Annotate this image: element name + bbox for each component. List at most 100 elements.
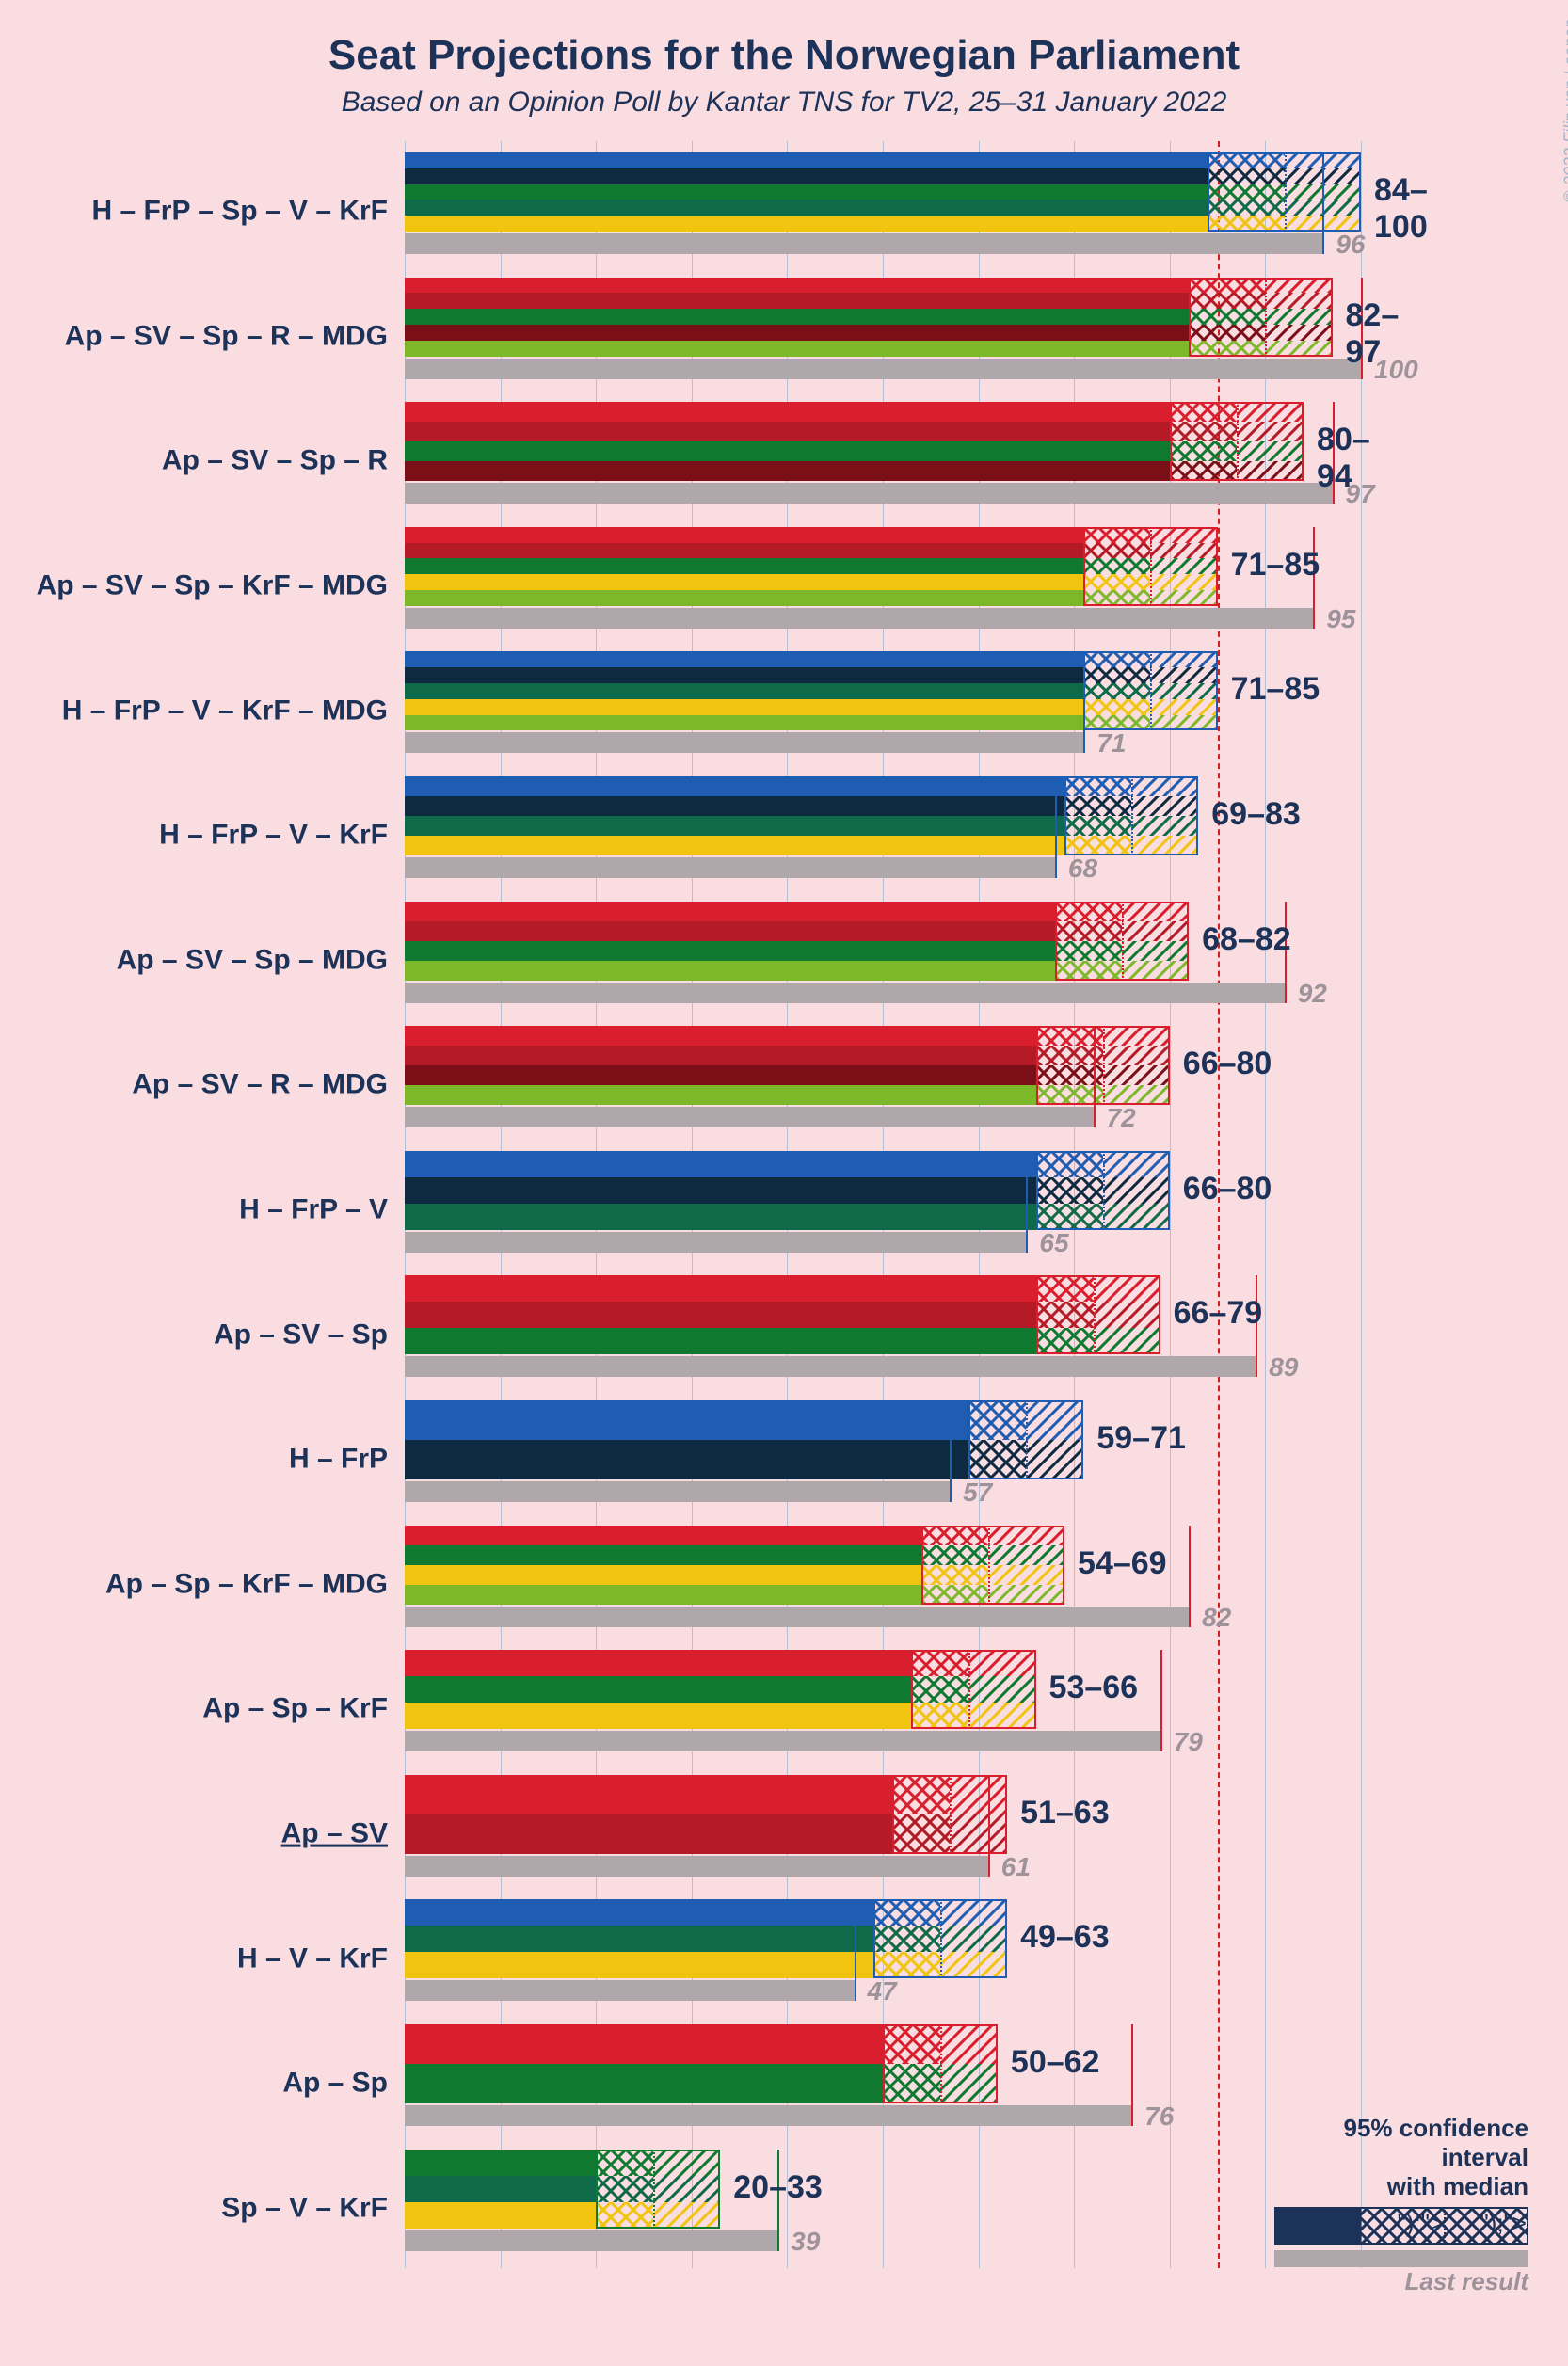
range-label: 69–83 <box>1211 796 1301 833</box>
range-label: 54–69 <box>1078 1545 1167 1582</box>
bar-stripe <box>405 422 1170 441</box>
last-result-label: 39 <box>791 2227 820 2257</box>
bar-stripe <box>405 2202 596 2229</box>
bar-stripe <box>405 2176 596 2202</box>
bar-stripe <box>405 902 1055 921</box>
bar-stripe <box>405 1703 911 1729</box>
bar-stripe <box>405 941 1055 961</box>
range-label: 66–79 <box>1174 1295 1263 1332</box>
last-result-tick <box>1094 1026 1096 1127</box>
coalition-row: Ap – SV – Sp – KrF – MDG71–8595 <box>405 527 1361 652</box>
ci-median-line <box>950 1775 952 1854</box>
coalition-label: Ap – Sp – KrF – MDG <box>105 1568 405 1600</box>
bar-stripe <box>405 590 1083 606</box>
ci-box <box>921 1526 1064 1605</box>
last-result-bar <box>405 1731 1160 1751</box>
bar-stripe <box>405 152 1208 168</box>
coalition-row: Ap – SV – Sp66–7989 <box>405 1275 1361 1400</box>
bar-stripe <box>405 1026 1036 1046</box>
last-result-bar <box>405 1980 855 2001</box>
last-result-label: 65 <box>1039 1228 1068 1258</box>
last-result-bar <box>405 2230 777 2251</box>
coalition-row: Ap – Sp50–6276 <box>405 2024 1361 2150</box>
range-label: 53–66 <box>1049 1670 1139 1706</box>
coalition-row: Ap – SV – R – MDG66–8072 <box>405 1026 1361 1151</box>
bar-stripe <box>405 200 1208 216</box>
bar-stripe <box>405 558 1083 574</box>
bar-stripe <box>405 836 1064 855</box>
coalition-row: Ap – SV – Sp – MDG68–8292 <box>405 902 1361 1027</box>
bar-stripe <box>405 216 1208 232</box>
range-label: 66–80 <box>1183 1046 1272 1082</box>
ci-median-line <box>1103 1151 1105 1230</box>
coalition-row: H – FrP – Sp – V – KrF84–10096 <box>405 152 1361 278</box>
bar-stripe <box>405 441 1170 461</box>
coalition-label: Ap – SV – Sp <box>214 1319 405 1351</box>
bar-stripe <box>405 699 1083 715</box>
chart-subtitle: Based on an Opinion Poll by Kantar TNS f… <box>0 87 1568 119</box>
bar-stripe <box>405 461 1170 481</box>
coalition-row: H – FrP59–7157 <box>405 1400 1361 1526</box>
copyright: © 2023 Filip van Laenen <box>1560 19 1568 202</box>
last-result-bar <box>405 233 1322 254</box>
bar-stripe <box>405 1650 911 1676</box>
legend: 95% confidence interval with median ");"… <box>1274 2114 1528 2296</box>
range-label: 68–82 <box>1202 921 1291 958</box>
coalition-row: H – FrP – V – KrF69–8368 <box>405 776 1361 902</box>
coalition-row: Ap – Sp – KrF53–6679 <box>405 1650 1361 1775</box>
last-result-bar <box>405 483 1333 504</box>
bar-stripe <box>405 1177 1036 1204</box>
last-result-tick <box>1131 2024 1133 2126</box>
bar-stripe <box>405 1400 968 1440</box>
bar-stripe <box>405 402 1170 422</box>
last-result-label: 96 <box>1336 230 1365 260</box>
bar-stripe <box>405 2150 596 2176</box>
coalition-label: Ap – SV <box>281 1818 405 1850</box>
ci-median-line <box>1265 278 1267 357</box>
coalition-label: Ap – SV – R – MDG <box>132 1069 405 1101</box>
coalition-label: H – FrP – V – KrF <box>159 820 405 852</box>
bar-stripe <box>405 1046 1036 1065</box>
bar-stripe <box>405 1565 921 1585</box>
bar-stripe <box>405 1526 921 1545</box>
bar-stripe <box>405 527 1083 543</box>
last-result-label: 71 <box>1096 728 1126 759</box>
last-result-bar <box>405 857 1055 878</box>
bar-stripe <box>405 1151 1036 1177</box>
bar-stripe <box>405 278 1189 294</box>
coalition-label: H – FrP – V – KrF – MDG <box>62 695 405 727</box>
last-result-label: 47 <box>868 1976 897 2006</box>
coalition-row: Ap – SV – Sp – R80–9497 <box>405 402 1361 527</box>
bar-stripe <box>405 341 1189 357</box>
last-result-bar <box>405 608 1313 629</box>
coalition-row: Ap – Sp – KrF – MDG54–6982 <box>405 1526 1361 1651</box>
coalition-label: Ap – Sp <box>282 2068 405 2100</box>
bar-stripe <box>405 715 1083 731</box>
last-result-bar <box>405 732 1083 753</box>
legend-line1: 95% confidence interval <box>1274 2114 1528 2172</box>
bar-stripe <box>405 574 1083 590</box>
bar-stripe <box>405 1065 1036 1085</box>
legend-swatch-last <box>1274 2250 1528 2267</box>
bar-stripe <box>405 1275 1036 1302</box>
last-result-tick <box>1026 1151 1028 1253</box>
coalition-row: H – V – KrF49–6347 <box>405 1899 1361 2024</box>
ci-box <box>911 1650 1035 1729</box>
ci-median-line <box>940 2024 942 2103</box>
bar-stripe <box>405 1328 1036 1354</box>
bar-stripe <box>405 543 1083 559</box>
ci-median-line <box>653 2150 655 2229</box>
ci-median-line <box>1237 402 1239 481</box>
bar-stripe <box>405 293 1189 309</box>
last-result-label: 92 <box>1298 979 1327 1009</box>
bar-stripe <box>405 667 1083 683</box>
bar-stripe <box>405 1545 921 1565</box>
last-result-label: 76 <box>1144 2102 1174 2132</box>
bar-stripe <box>405 168 1208 184</box>
bar-stripe <box>405 921 1055 941</box>
bar-stripe <box>405 1676 911 1703</box>
last-result-bar <box>405 359 1361 379</box>
ci-box <box>1036 1275 1160 1354</box>
ci-median-line <box>1150 527 1152 606</box>
last-result-bar <box>405 1107 1094 1127</box>
